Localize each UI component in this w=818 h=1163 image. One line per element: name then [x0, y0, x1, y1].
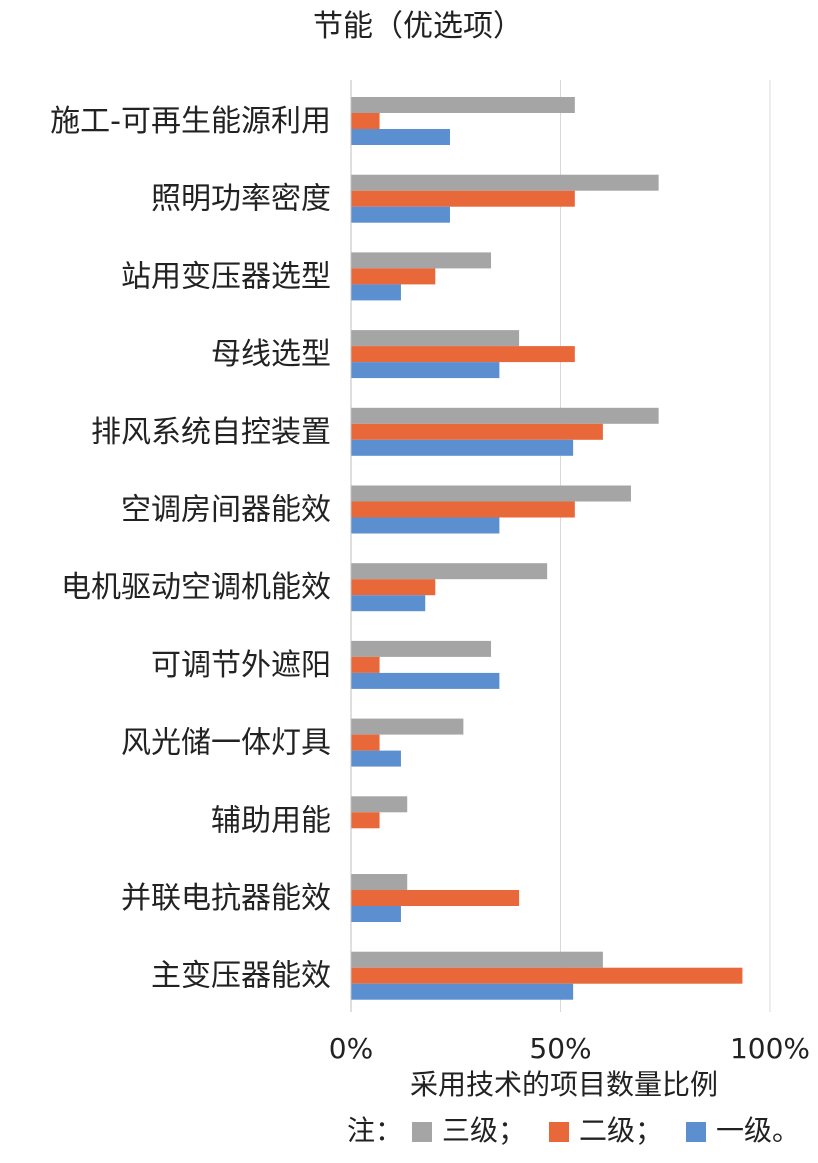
bar: [351, 579, 436, 596]
category-label: 照明功率密度: [151, 182, 331, 217]
bar: [351, 206, 450, 223]
category-labels: 施工-可再生能源利用照明功率密度站用变压器选型母线选型排风系统自控装置空调房间器…: [50, 104, 331, 994]
legend-swatch: [686, 1122, 706, 1142]
legend-label: 三级；: [442, 1114, 526, 1147]
legend: 注： 三级； 二级； 一级。: [347, 1114, 800, 1147]
category-label: 空调房间器能效: [121, 493, 331, 528]
x-tick-labels: 0% 50% 100%: [329, 1032, 810, 1065]
bar: [351, 656, 380, 673]
grid-layer: [350, 80, 771, 1012]
category-label: 母线选型: [211, 337, 331, 372]
category-label: 辅助用能: [211, 803, 331, 838]
bar: [351, 407, 659, 424]
bar: [351, 890, 520, 906]
category-label: 电机驱动空调机能效: [61, 570, 331, 605]
category-label: 排风系统自控装置: [91, 415, 331, 450]
bar: [351, 967, 743, 984]
category-label: 可调节外遮阳: [151, 648, 331, 683]
x-tick-label: 100%: [730, 1032, 810, 1065]
bar: [351, 718, 464, 735]
bar: [351, 330, 520, 347]
bar: [351, 951, 603, 968]
legend-prefix: 注：: [347, 1114, 403, 1147]
bar: [351, 268, 436, 285]
bar: [351, 284, 401, 301]
bar: [351, 640, 492, 657]
bar: [351, 113, 380, 129]
category-label: 并联电抗器能效: [121, 881, 331, 916]
bar: [351, 672, 500, 689]
category-label: 站用变压器选型: [121, 259, 331, 294]
bar: [351, 734, 380, 751]
bar: [351, 485, 631, 502]
bar: [351, 906, 401, 922]
bar: [351, 252, 492, 269]
bar: [351, 423, 603, 440]
bar: [351, 983, 574, 1000]
category-label: 主变压器能效: [151, 959, 331, 994]
chart-title: 节能（优选项）: [313, 9, 523, 44]
bar: [351, 501, 575, 518]
bar: [351, 346, 575, 363]
bar: [351, 750, 401, 767]
bar: [351, 812, 380, 829]
legend-label: 一级。: [716, 1114, 800, 1147]
bar: [351, 362, 500, 379]
bar: [351, 796, 408, 813]
legend-label: 二级；: [579, 1114, 663, 1147]
bar: [351, 563, 548, 580]
category-label: 风光储一体灯具: [121, 726, 331, 761]
legend-swatch: [412, 1122, 432, 1142]
bar: [351, 190, 575, 207]
x-axis-title: 采用技术的项目数量比例: [410, 1068, 718, 1101]
bar: [351, 129, 450, 145]
bars-layer: [351, 97, 743, 1000]
category-label: 施工-可再生能源利用: [50, 104, 331, 139]
legend-swatch: [549, 1122, 569, 1142]
bar: [351, 874, 408, 890]
bar: [351, 97, 575, 113]
bar: [351, 439, 574, 456]
x-tick-label: 0%: [329, 1032, 373, 1065]
bar: [351, 517, 500, 534]
bar: [351, 595, 426, 612]
bar: [351, 174, 659, 191]
x-tick-label: 50%: [529, 1032, 591, 1065]
